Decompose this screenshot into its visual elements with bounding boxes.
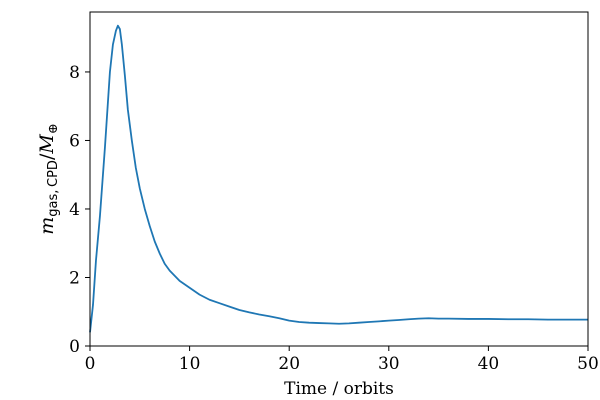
y-axis-ticks: 0 2 4 6 8	[69, 63, 90, 357]
y-label-m: m	[36, 217, 58, 235]
series-line-0	[89, 24, 588, 333]
x-axis-label: Time / orbits	[284, 379, 394, 399]
axes-border	[89, 11, 589, 347]
y-tick-label: 2	[69, 268, 80, 288]
y-tick-label: 8	[69, 63, 80, 83]
x-tick-label: 10	[179, 354, 201, 374]
y-label-slash: /	[36, 153, 58, 160]
x-tick-label: 20	[278, 354, 300, 374]
plot-area	[90, 12, 588, 346]
y-label-msub: ⊕	[46, 123, 61, 134]
series-layer	[89, 24, 588, 333]
y-tick-label: 6	[69, 131, 80, 151]
y-tick-label: 0	[69, 337, 80, 357]
y-label-M: M	[36, 134, 58, 155]
x-tick-label: 30	[378, 354, 400, 374]
axes-frame	[89, 11, 589, 347]
y-label-sub: gas, CPD	[46, 160, 61, 217]
x-tick-label: 50	[577, 354, 599, 374]
x-axis-ticks: 0 10 20 30 40 50	[85, 346, 599, 374]
x-tick-label: 0	[85, 354, 96, 374]
y-axis-label: mgas, CPD/M⊕	[36, 123, 61, 234]
x-tick-label: 40	[478, 354, 500, 374]
y-tick-label: 4	[69, 200, 80, 220]
